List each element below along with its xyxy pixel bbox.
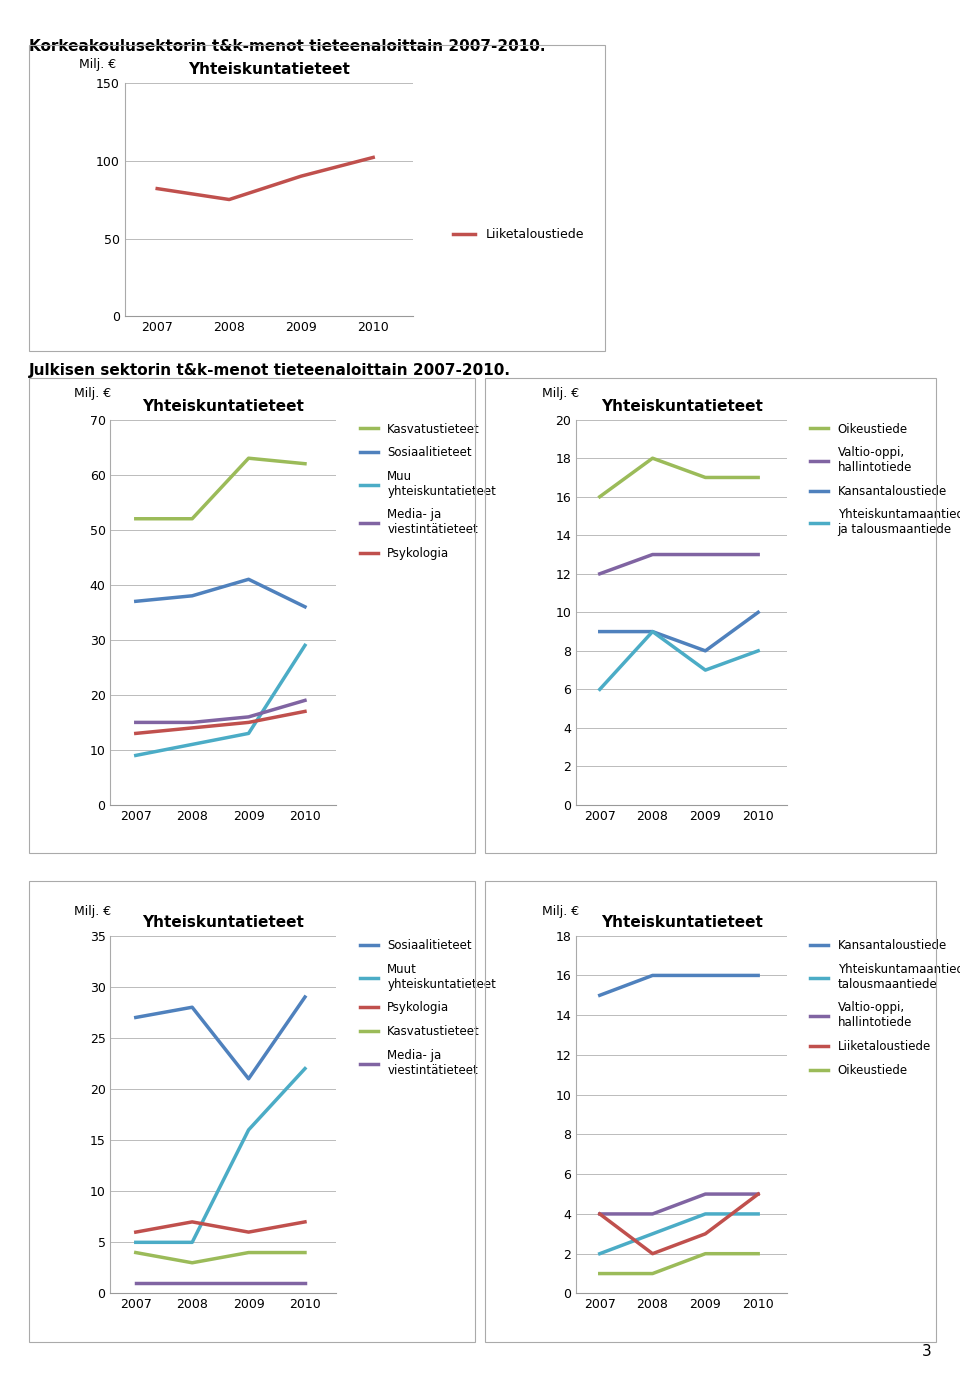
Text: Milj. €: Milj. € xyxy=(79,58,116,70)
Legend: Oikeustiede, Valtio-oppi,
hallintotiede, Kansantaloustiede, Yhteiskuntamaantiede: Oikeustiede, Valtio-oppi, hallintotiede,… xyxy=(805,418,960,541)
Title: Yhteiskuntatieteet: Yhteiskuntatieteet xyxy=(601,915,762,930)
Text: Milj. €: Milj. € xyxy=(542,388,579,400)
Title: Yhteiskuntatieteet: Yhteiskuntatieteet xyxy=(601,399,762,414)
Legend: Liiketaloustiede: Liiketaloustiede xyxy=(448,223,588,246)
Text: Milj. €: Milj. € xyxy=(74,388,111,400)
Legend: Sosiaalitieteet, Muut
yhteiskuntatieteet, Psykologia, Kasvatustieteet, Media- ja: Sosiaalitieteet, Muut yhteiskuntatieteet… xyxy=(355,934,501,1082)
Legend: Kasvatustieteet, Sosiaalitieteet, Muu
yhteiskuntatieteet, Media- ja
viestintätie: Kasvatustieteet, Sosiaalitieteet, Muu yh… xyxy=(355,418,501,564)
Legend: Kansantaloustiede, Yhteiskuntamaantiede,
talousmaantiede, Valtio-oppi,
hallintot: Kansantaloustiede, Yhteiskuntamaantiede,… xyxy=(805,934,960,1082)
Title: Yhteiskuntatieteet: Yhteiskuntatieteet xyxy=(142,915,304,930)
Text: 3: 3 xyxy=(922,1344,931,1359)
Title: Yhteiskuntatieteet: Yhteiskuntatieteet xyxy=(188,62,349,77)
Text: Milj. €: Milj. € xyxy=(74,905,111,918)
Text: Korkeakoulusektorin t&k-menot tieteenaloittain 2007-2010.: Korkeakoulusektorin t&k-menot tieteenalo… xyxy=(29,39,545,54)
Text: Julkisen sektorin t&k-menot tieteenaloittain 2007-2010.: Julkisen sektorin t&k-menot tieteenaloit… xyxy=(29,363,511,378)
Text: Milj. €: Milj. € xyxy=(542,905,579,918)
Title: Yhteiskuntatieteet: Yhteiskuntatieteet xyxy=(142,399,304,414)
